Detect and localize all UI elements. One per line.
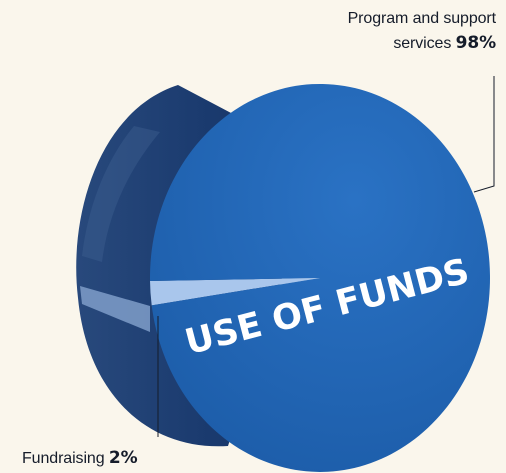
program-percentage: 98% bbox=[455, 33, 496, 53]
program-label-line1: Program and support bbox=[347, 10, 497, 27]
callout-lines bbox=[157, 76, 495, 437]
pie-side-highlight bbox=[82, 126, 160, 262]
pie-slice-fundraising bbox=[150, 278, 320, 306]
program-label-line2-row: services 98% bbox=[256, 31, 496, 56]
pie-slice-fundraising-side bbox=[80, 286, 150, 332]
program-label: Program and support services 98% bbox=[256, 6, 497, 56]
fundraising-name: Fundraising bbox=[22, 450, 105, 467]
fundraising-percentage: 2% bbox=[108, 448, 138, 468]
fundraising-label: Fundraising 2% bbox=[22, 446, 138, 471]
program-label-line2: services bbox=[393, 35, 452, 52]
pie-slices bbox=[80, 83, 490, 472]
program-callout-line bbox=[473, 76, 495, 193]
pie-slice-program-and-support-services bbox=[149, 83, 490, 472]
